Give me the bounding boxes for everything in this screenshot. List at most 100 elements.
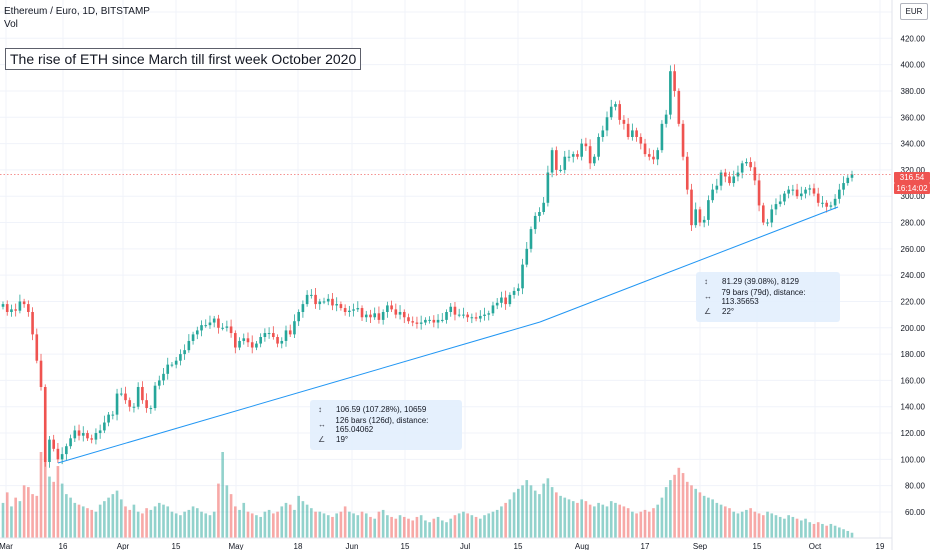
candle-body: [525, 248, 529, 265]
volume-bar: [259, 516, 262, 538]
volume-bar: [162, 504, 165, 538]
candle-body: [593, 156, 596, 164]
candle-body: [474, 317, 478, 319]
volume-bar: [432, 518, 436, 538]
volume-bar: [22, 485, 26, 538]
candle-body: [816, 193, 820, 203]
volume-bar: [804, 518, 807, 538]
volume-bar: [593, 506, 596, 538]
measure-box-2[interactable]: ↕ 81.29 (39.08%), 8129 ↔ 79 bars (79d), …: [696, 272, 840, 322]
volume-bar: [267, 509, 271, 538]
measure-1-angle: 19°: [336, 435, 349, 444]
volume-bar: [753, 511, 757, 538]
candle-body: [255, 343, 258, 348]
candle-body: [829, 205, 833, 207]
candle-body: [795, 189, 799, 197]
volume-bar: [533, 490, 537, 538]
candle-body: [297, 311, 300, 322]
candle-body: [626, 123, 630, 137]
candle-body: [141, 386, 144, 401]
candle-body: [677, 90, 681, 124]
candle-body: [445, 311, 448, 320]
price-tick-label: 200.00: [901, 324, 926, 333]
price-tick-label: 380.00: [901, 87, 926, 96]
currency-button[interactable]: EUR: [900, 3, 928, 20]
candle-body: [491, 305, 495, 314]
candle-body: [377, 313, 381, 320]
candle-body: [331, 298, 334, 306]
volume-indicator-label[interactable]: Vol: [4, 19, 18, 30]
candle-body: [5, 304, 9, 312]
volume-bar: [766, 511, 769, 538]
candle-body: [715, 185, 719, 190]
volume-bar: [702, 495, 706, 538]
price-axis: 60.00 80.00 100.00 120.00 140.00 160.00 180.00…: [901, 8, 926, 517]
volume-bar: [842, 529, 845, 538]
candle-body: [787, 189, 790, 194]
candle-body: [263, 333, 267, 337]
candle-body: [804, 189, 807, 194]
candle-body: [119, 393, 123, 395]
volume-bar: [166, 506, 170, 538]
time-tick-label: 18: [294, 542, 303, 550]
volume-bar: [673, 474, 676, 538]
candle-body: [457, 314, 461, 316]
candle-body: [326, 298, 330, 302]
volume-bar: [588, 504, 592, 538]
measure-bars-icon: ↔: [704, 292, 712, 301]
candle-body: [314, 294, 317, 305]
volume-bars: [1, 452, 854, 538]
volume-bar: [470, 515, 474, 538]
candle-body: [280, 340, 284, 344]
measure-box-1[interactable]: ↕ 106.59 (107.28%), 10659 ↔ 126 bars (12…: [310, 400, 462, 450]
volume-bar: [297, 495, 300, 538]
candle-body: [288, 330, 292, 335]
price-tick-label: 260.00: [901, 245, 926, 254]
time-tick-label: May: [228, 542, 243, 550]
candle-body: [838, 189, 841, 199]
candle-body: [453, 306, 457, 315]
volume-bar: [141, 513, 144, 538]
volume-bar: [276, 511, 279, 538]
candle-body: [424, 319, 427, 323]
volume-bar: [576, 502, 579, 538]
volume-bar: [555, 492, 558, 538]
candle-body: [571, 154, 575, 157]
volume-bar: [812, 523, 816, 538]
trendline-1: [57, 321, 541, 464]
candle-body: [124, 393, 127, 401]
volume-bar: [364, 513, 368, 538]
volume-bar: [242, 502, 246, 538]
volume-bar: [563, 497, 567, 538]
candle-body: [449, 306, 453, 312]
candle-body: [821, 202, 824, 204]
time-tick-label: Oct: [809, 542, 822, 550]
candle-body: [318, 301, 322, 305]
volume-bar: [5, 492, 9, 538]
chart-note[interactable]: The rise of ETH since March till first w…: [5, 48, 362, 70]
volume-bar: [191, 506, 195, 538]
candle-body: [39, 360, 43, 387]
volume-bar: [643, 509, 647, 538]
volume-bar: [381, 509, 385, 538]
candle-body: [576, 154, 579, 157]
volume-bar: [31, 494, 34, 538]
candle-body: [267, 333, 271, 335]
volume-bar: [234, 506, 237, 538]
candle-body: [14, 309, 17, 311]
candle-body: [208, 322, 212, 326]
volume-bar: [525, 480, 529, 538]
volume-bar: [571, 501, 575, 538]
symbol-title[interactable]: Ethereum / Euro, 1D, BITSTAMP: [4, 6, 150, 17]
candle-body: [52, 439, 55, 449]
measure-angle-icon: ∠: [704, 307, 712, 316]
candle-body: [635, 130, 638, 137]
volume-bar: [305, 504, 309, 538]
candle-body: [18, 301, 22, 311]
volume-bar: [246, 511, 250, 538]
measure-2-angle: 22°: [722, 307, 735, 316]
candle-body: [719, 172, 723, 186]
volume-bar: [52, 481, 55, 538]
measure-2-price-change: 81.29 (39.08%), 8129: [722, 277, 799, 286]
